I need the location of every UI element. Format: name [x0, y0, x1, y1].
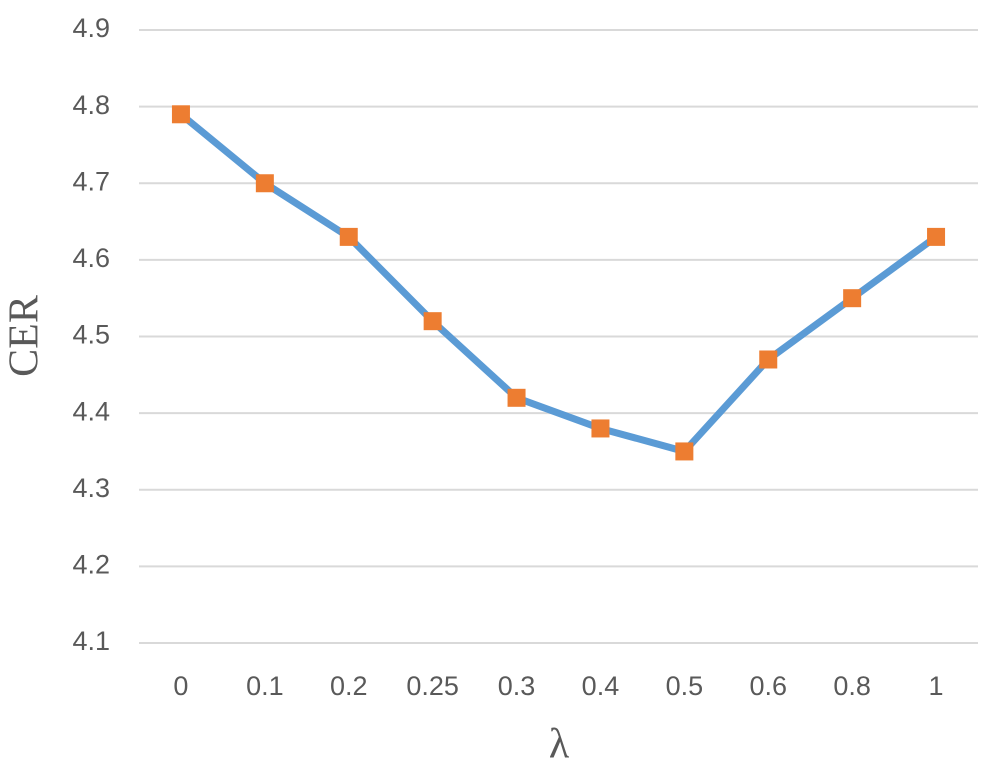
- y-tick-label: 4.4: [72, 396, 110, 426]
- y-tick-label: 4.1: [72, 626, 110, 656]
- x-tick-label: 0.1: [246, 671, 284, 701]
- marker: [171, 105, 190, 124]
- marker: [255, 174, 274, 193]
- x-tick-label: 1: [929, 671, 944, 701]
- x-tick-label: 0.8: [833, 671, 871, 701]
- x-axis-title: λ: [549, 722, 570, 768]
- y-tick-label: 4.3: [72, 473, 110, 503]
- x-tick-label: 0.3: [498, 671, 536, 701]
- data-line: [178, 111, 939, 455]
- x-tick-label: 0: [173, 671, 188, 701]
- x-tick-label: 0.6: [749, 671, 787, 701]
- x-tick-label: 0.25: [406, 671, 459, 701]
- x-tick-label: 0.4: [582, 671, 620, 701]
- y-tick-label: 4.5: [72, 320, 110, 350]
- y-tick-label: 4.7: [72, 166, 110, 196]
- marker: [927, 227, 946, 246]
- marker: [591, 419, 610, 438]
- marker: [675, 442, 694, 461]
- marker: [507, 388, 526, 407]
- marker: [339, 227, 358, 246]
- y-tick-label: 4.8: [72, 90, 110, 120]
- y-tick-label: 4.6: [72, 243, 110, 273]
- y-axis-title: CER: [2, 295, 48, 377]
- y-tick-label: 4.9: [72, 13, 110, 43]
- x-tick-label: 0.5: [666, 671, 704, 701]
- marker: [423, 312, 442, 331]
- marker: [759, 350, 778, 369]
- y-tick-label: 4.2: [72, 550, 110, 580]
- x-tick-label: 0.2: [330, 671, 368, 701]
- marker: [843, 289, 862, 308]
